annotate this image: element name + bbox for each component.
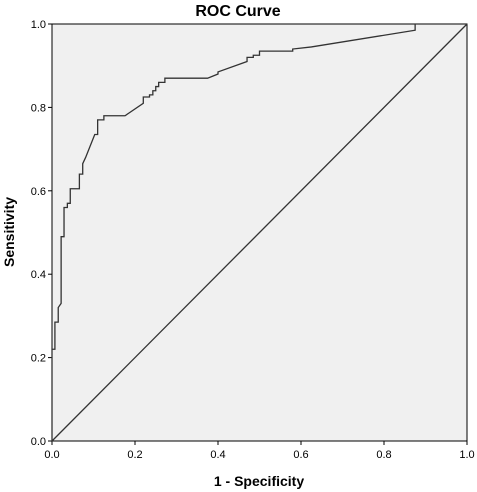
y-axis-label: Sensitivity [1,197,17,267]
x-tick-label: 0.0 [44,449,59,461]
y-tick-label: 0.2 [31,353,46,365]
y-tick-label: 0.6 [31,186,46,198]
x-tick-label: 1.0 [459,449,474,461]
x-tick-label: 0.6 [293,449,308,461]
roc-curve-line [51,23,467,441]
y-tick-label: 0.8 [31,102,46,114]
x-axis-label: 1 - Specificity [214,473,304,489]
y-tick-label: 0.0 [31,436,46,448]
series-group [51,23,468,442]
axis-ticks: 0.0 0.2 0.4 0.6 0.8 1.0 0.0 0.2 0.4 0.6 0.8 1.0 [31,19,475,461]
chart-title: ROC Curve [195,3,280,20]
y-tick-label: 1.0 [31,19,46,31]
x-tick-label: 0.2 [127,449,142,461]
y-tick-label: 0.4 [31,269,46,281]
x-tick-label: 0.4 [210,449,225,461]
x-tick-label: 0.8 [376,449,391,461]
reference-diagonal-line [51,23,468,442]
